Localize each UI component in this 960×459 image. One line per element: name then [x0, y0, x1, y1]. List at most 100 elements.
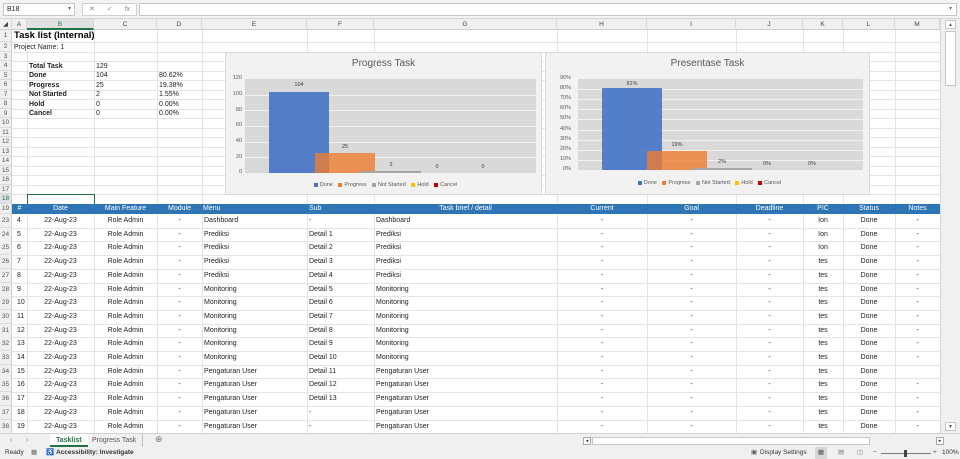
cell-deadline[interactable]: - [768, 340, 771, 348]
tab-tasklist[interactable]: Tasklist [50, 434, 88, 447]
cell-number[interactable]: 19 [17, 422, 25, 430]
page-layout-view-icon[interactable]: ▤ [838, 449, 845, 456]
column-header-m[interactable]: M [895, 19, 940, 30]
cell-status[interactable]: Done [860, 285, 878, 293]
cell-module[interactable]: - [178, 258, 181, 266]
cell-task-brief[interactable]: Prediksi [376, 230, 401, 238]
vertical-scrollbar[interactable]: ▲ ▼ [940, 19, 960, 433]
cell-date[interactable]: 22-Aug-23 [44, 422, 77, 430]
name-box[interactable]: B18 ▾ [3, 3, 75, 16]
zoom-in-button[interactable]: + [933, 449, 937, 456]
row-header-12[interactable]: 12 [0, 137, 12, 147]
cell-goal[interactable]: - [690, 217, 693, 224]
row-header-16[interactable]: 16 [0, 175, 12, 185]
select-all-corner[interactable]: ◢ [0, 19, 12, 30]
cell-goal[interactable]: - [690, 422, 693, 430]
cell-task-brief[interactable]: Monitoring [376, 340, 409, 348]
row-header-10[interactable]: 10 [0, 118, 12, 128]
cell-status[interactable]: Done [860, 244, 878, 252]
cell-deadline[interactable]: - [768, 271, 771, 279]
cell-date[interactable]: 22-Aug-23 [44, 244, 77, 252]
row-header-36[interactable]: 36 [0, 392, 12, 407]
cell-module[interactable]: - [178, 381, 181, 389]
cell-current[interactable]: - [600, 230, 604, 238]
cell-notes[interactable]: - [916, 395, 919, 403]
progress-task-chart[interactable]: Progress Task 120 100 80 60 40 20 0 104 … [225, 52, 542, 195]
cell-current[interactable]: - [600, 258, 604, 266]
row-header-19[interactable]: 19 [0, 204, 12, 214]
cell-goal[interactable]: - [690, 340, 693, 348]
cell-current[interactable]: - [600, 326, 604, 334]
cell-goal[interactable]: - [690, 312, 693, 320]
cell-sub[interactable]: Detail 5 [309, 285, 333, 293]
cell-main-feature[interactable]: Role Admin [107, 312, 144, 320]
cell-main-feature[interactable]: Role Admin [107, 395, 144, 403]
header-main-feature[interactable]: Main Feature [104, 205, 147, 212]
column-header-b[interactable]: B [27, 19, 94, 30]
cell-notes[interactable]: - [916, 299, 919, 307]
cell-menu[interactable]: Prediksi [204, 258, 229, 266]
insert-function-icon[interactable]: fx [124, 6, 130, 13]
row-header-9[interactable]: 9 [0, 109, 12, 118]
cell-status[interactable]: Done [860, 258, 878, 266]
row-header-27[interactable]: 27 [0, 268, 12, 283]
header-deadline[interactable]: Deadline [755, 205, 784, 212]
cell-sub[interactable]: Detail 10 [309, 354, 337, 361]
cell-status[interactable]: Done [860, 217, 878, 224]
cell-pic[interactable]: tes [818, 312, 828, 320]
cell-main-feature[interactable]: Role Admin [107, 422, 144, 430]
cell-date[interactable]: 22-Aug-23 [44, 354, 77, 361]
cell-notes[interactable] [895, 365, 940, 379]
cell-number[interactable]: 13 [17, 340, 25, 348]
cell-status[interactable]: Done [860, 367, 878, 375]
cell-pic[interactable]: tes [818, 354, 828, 361]
column-header-k[interactable]: K [803, 19, 843, 30]
column-header-l[interactable]: L [843, 19, 895, 30]
cell-status[interactable]: Done [860, 408, 878, 416]
cell-status[interactable]: Done [860, 230, 878, 238]
cell-task-brief[interactable]: Monitoring [376, 285, 409, 293]
cell-module[interactable]: - [178, 299, 181, 307]
scroll-down-icon[interactable]: ▼ [945, 422, 956, 431]
cell-goal[interactable]: - [690, 271, 693, 279]
cell-current[interactable]: - [600, 217, 604, 224]
cell-module[interactable]: - [178, 230, 181, 238]
cell-main-feature[interactable]: Role Admin [107, 217, 144, 224]
cell-current[interactable]: - [600, 285, 604, 293]
cell-pic[interactable]: Ion [818, 244, 828, 252]
cell-status[interactable]: Done [860, 340, 878, 348]
cell-menu[interactable]: Pengaturan User [204, 367, 257, 375]
header-sub[interactable]: Sub [309, 205, 322, 212]
cell-task-brief[interactable]: Prediksi [376, 244, 401, 252]
cell-pic[interactable]: tes [818, 299, 828, 307]
cell-current[interactable]: - [600, 244, 604, 252]
cell-menu[interactable]: Monitoring [204, 326, 237, 334]
header-current[interactable]: Current [590, 205, 614, 212]
row-header-6[interactable]: 6 [0, 80, 12, 90]
cell-deadline[interactable]: - [768, 326, 771, 334]
chevron-down-icon[interactable]: ▾ [67, 6, 71, 12]
cell-menu[interactable]: Monitoring [204, 354, 237, 361]
normal-view-icon[interactable]: ▦ [815, 447, 827, 459]
cell-menu[interactable]: Pengaturan User [204, 422, 257, 430]
cell-deadline[interactable]: - [768, 244, 771, 252]
row-header-34[interactable]: 34 [0, 364, 12, 379]
cell-number[interactable]: 16 [17, 381, 25, 389]
cell-date[interactable]: 22-Aug-23 [44, 312, 77, 320]
cell-sub[interactable]: - [309, 422, 312, 430]
zoom-out-button[interactable]: − [873, 449, 877, 456]
cell-sub[interactable]: Detail 2 [309, 244, 333, 252]
cell-date[interactable]: 22-Aug-23 [44, 367, 77, 375]
header-menu[interactable]: Menu [203, 205, 221, 212]
cell-date[interactable]: 22-Aug-23 [44, 408, 77, 416]
cell-date[interactable]: 22-Aug-23 [44, 271, 77, 279]
header-status[interactable]: Status [859, 205, 879, 212]
cell-deadline[interactable]: - [768, 354, 771, 361]
cell-goal[interactable]: - [690, 230, 693, 238]
column-header-e[interactable]: E [202, 19, 307, 30]
cell-sub[interactable]: Detail 1 [309, 230, 333, 238]
cell-main-feature[interactable]: Role Admin [107, 230, 144, 238]
cell-number[interactable]: 9 [17, 285, 21, 293]
cell-menu[interactable]: Monitoring [204, 312, 237, 320]
row-header-30[interactable]: 30 [0, 309, 12, 324]
